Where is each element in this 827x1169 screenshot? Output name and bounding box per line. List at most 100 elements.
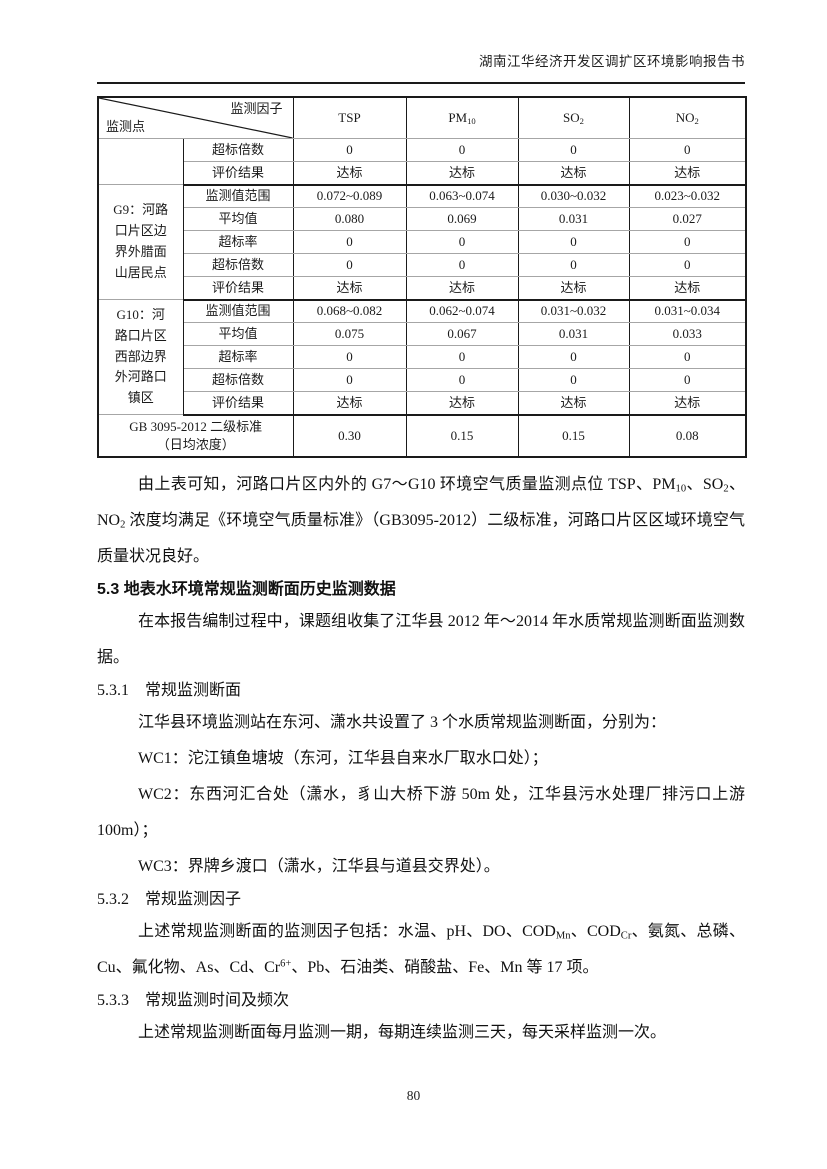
paragraph: 由上表可知，河路口片区内外的 G7～G10 环境空气质量监测点位 TSP、PM1… [97,475,745,565]
corner-label-factor: 监测因子 [230,101,283,116]
table-cell: 达标 [292,391,407,416]
table-row: 评价结果 达标 达标 达标 达标 [98,161,747,186]
paragraph: WC2：东西河汇合处（潇水，豸山大桥下游 50m 处，江华县污水处理厂排污口上游… [97,785,745,839]
table-cell: 达标 [628,276,747,301]
air-quality-monitoring-table: 监测因子 监测点 TSP PM10 SO2 NO2 超标倍数 0 0 0 0 评价结果 达标 达标 达标 达标… [97,96,747,458]
table-cell: 0.031~0.034 [628,299,747,323]
table-cell: 0.033 [628,322,747,346]
row-group-label: G9：河路口片区边界外腊面山居民点 [97,184,184,300]
header-rule [97,82,745,84]
paragraph: WC3：界牌乡渡口（潇水，江华县与道县交界处）。 [138,857,500,875]
section-heading: 5.3 地表水环境常规监测断面历史监测数据 [97,580,396,598]
table-cell: 0.062~0.074 [405,299,519,323]
row-label: 监测值范围 [182,299,294,323]
table-cell: 0.031~0.032 [517,299,630,323]
page-footer: 80 [0,1088,827,1104]
table-cell: 0.30 [292,414,407,457]
table-cell: 0.075 [292,322,407,346]
table-cell: 0 [517,253,630,277]
table-cell: 0 [292,230,407,254]
column-header: TSP [292,96,407,139]
subscript: 2 [579,115,584,126]
subscript: Mn [555,929,571,941]
table-cell: 0.069 [405,207,519,231]
table-row: 评价结果 达标 达标 达标 达标 [98,391,747,416]
table-cell: 0.063~0.074 [405,184,519,208]
row-label: 平均值 [182,207,294,231]
row-label: 超标率 [182,345,294,369]
table-cell: 0 [405,253,519,277]
table-cell: 达标 [405,391,519,416]
table-cell: 0 [292,253,407,277]
table-row: 超标倍数 0 0 0 0 [97,138,747,185]
table-corner-cell: 监测因子监测点 [97,96,294,139]
table-cell: 0 [517,345,630,369]
table-cell: 0 [405,345,519,369]
paragraph: 上述常规监测断面的监测因子包括：水温、pH、DO、CODMn、CODCr、氨氮、… [97,922,745,976]
table-row: G9：河路口片区边界外腊面山居民点 监测值范围 0.072~0.089 0.063~0… [97,184,747,300]
table-cell: 0 [628,253,747,277]
row-label: 超标倍数 [182,138,294,162]
table-cell: 0.08 [628,414,747,457]
diagonal-line [99,98,293,138]
row-group-label: G10：河路口片区西部边界外河路口镇区 [97,299,184,415]
column-header: SO2 [517,96,630,139]
table-cell: 达标 [628,391,747,416]
table-row: 超标率 0 0 0 0 [98,345,747,369]
standard-row: GB 3095-2012 二级标准 （日均浓度） 0.30 0.15 0.15 0.08 [97,414,747,457]
subsection-heading: 5.3.3 常规监测时间及频次 [97,991,290,1009]
superscript: 6+ [280,958,292,970]
subsection-heading: 5.3.2 常规监测因子 [97,890,242,908]
subscript: Cr [620,929,632,941]
table-cell: 0 [405,368,519,392]
table-cell: 0 [405,138,519,162]
table-cell: 0 [628,345,747,369]
table-row: 超标倍数 0 0 0 0 [98,253,747,277]
column-header: NO2 [628,96,747,139]
table-cell: 达标 [517,391,630,416]
table-row: G10：河路口片区西部边界外河路口镇区 监测值范围 0.068~0.082 0.062… [97,299,747,415]
subscript: 10 [675,482,687,494]
row-label: 监测值范围 [182,184,294,208]
subscript: 2 [694,115,699,126]
table-cell: 达标 [292,161,407,186]
header-title: 湖南江华经济开发区调扩区环境影响报告书 [479,54,745,69]
corner-label-point: 监测点 [106,118,146,134]
table-cell: 0.072~0.089 [292,184,407,208]
table-cell: 0.027 [628,207,747,231]
table-row: 超标倍数 0 0 0 0 [98,368,747,392]
row-label: 评价结果 [182,161,294,186]
document-body: 由上表可知，河路口片区内外的 G7～G10 环境空气质量监测点位 TSP、PM1… [97,467,745,1051]
table-cell: 0 [405,230,519,254]
table-cell: 0 [628,138,747,162]
table-cell: 达标 [628,161,747,186]
row-label: 评价结果 [182,391,294,416]
table-cell: 0 [292,138,407,162]
row-label: 超标率 [182,230,294,254]
table-cell: 达标 [517,161,630,186]
table-cell: 0.067 [405,322,519,346]
subscript: 10 [467,115,476,126]
subsection-heading: 5.3.1 常规监测断面 [97,681,242,699]
column-header: PM10 [405,96,519,139]
row-label: 评价结果 [182,276,294,301]
corner-cell-inner: 监测因子监测点 [99,98,293,138]
row-label: 平均值 [182,322,294,346]
paragraph: WC1：沱江镇鱼塘坡（东河，江华县自来水厂取水口处）； [138,749,548,767]
table-cell: 达标 [405,161,519,186]
row-label: 超标倍数 [182,368,294,392]
paragraph: 江华县环境监测站在东河、潇水共设置了 3 个水质常规监测断面，分别为： [138,713,667,731]
table-cell: 达标 [517,276,630,301]
table-cell: 0.080 [292,207,407,231]
table-cell: 达标 [405,276,519,301]
table-cell: 0 [517,138,630,162]
table-cell: 0.15 [517,414,630,457]
table-cell: 0 [628,230,747,254]
table-cell: 0.023~0.032 [628,184,747,208]
table-row: 平均值 0.075 0.067 0.031 0.033 [98,322,747,346]
row-group-label [97,138,184,185]
paragraph: 在本报告编制过程中，课题组收集了江华县 2012 年～2014 年水质常规监测断… [97,612,745,666]
page-header: 湖南江华经济开发区调扩区环境影响报告书 [97,0,745,84]
row-label: 超标倍数 [182,253,294,277]
table-cell: 0.068~0.082 [292,299,407,323]
